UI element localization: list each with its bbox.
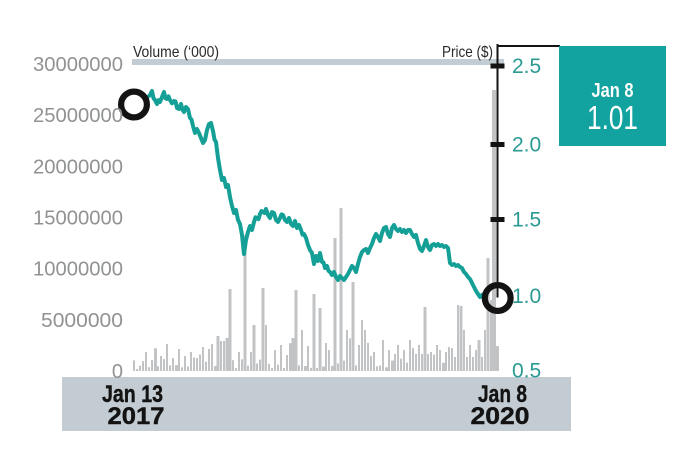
svg-text:Jan 8: Jan 8 (592, 80, 634, 102)
svg-text:2020: 2020 (471, 403, 530, 430)
svg-text:15000000: 15000000 (33, 208, 123, 230)
svg-text:1.5: 1.5 (512, 209, 541, 232)
svg-text:2.0: 2.0 (512, 134, 541, 157)
svg-text:1.0: 1.0 (512, 285, 541, 308)
svg-text:0: 0 (112, 361, 123, 383)
svg-text:2017: 2017 (108, 403, 165, 430)
svg-text:0.5: 0.5 (512, 360, 541, 383)
svg-text:Jan 13: Jan 13 (102, 381, 163, 408)
svg-text:Jan 8: Jan 8 (478, 381, 527, 408)
svg-text:2.5: 2.5 (512, 55, 541, 78)
svg-text:20000000: 20000000 (33, 156, 123, 178)
svg-text:10000000: 10000000 (33, 259, 123, 281)
svg-text:Volume (‘000): Volume (‘000) (133, 44, 219, 61)
svg-text:5000000: 5000000 (41, 310, 123, 332)
svg-text:30000000: 30000000 (33, 54, 123, 76)
svg-text:Price ($): Price ($) (442, 44, 493, 61)
svg-text:1.01: 1.01 (587, 99, 638, 136)
svg-text:25000000: 25000000 (33, 105, 123, 127)
